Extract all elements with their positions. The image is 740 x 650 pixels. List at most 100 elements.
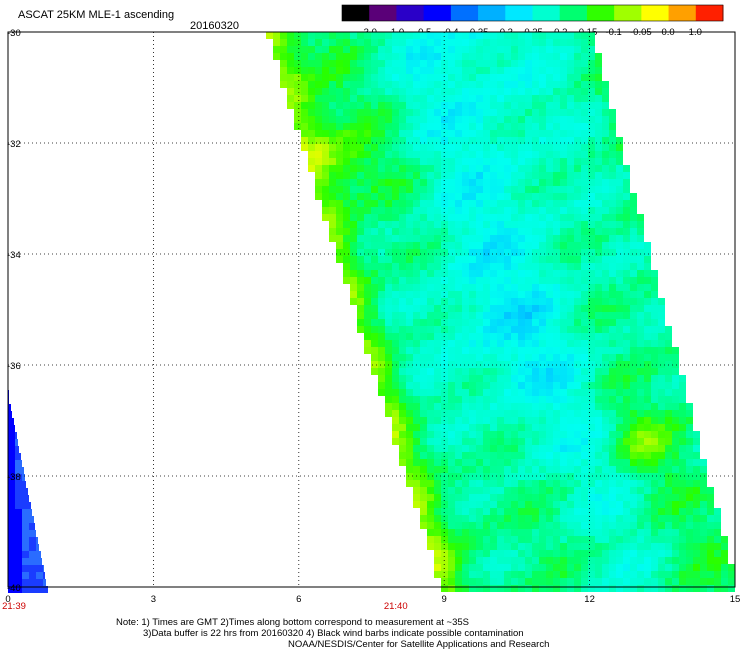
swath-pixel bbox=[553, 137, 560, 144]
swath-pixel bbox=[406, 305, 413, 312]
swath-pixel bbox=[651, 319, 658, 326]
swath-pixel bbox=[406, 67, 413, 74]
swath-pixel bbox=[434, 102, 441, 109]
swath-pixel bbox=[532, 186, 539, 193]
swath-pixel bbox=[602, 347, 609, 354]
swath-pixel bbox=[469, 207, 476, 214]
swath-pixel bbox=[560, 88, 567, 95]
swath-pixel bbox=[357, 60, 364, 67]
swath-pixel bbox=[511, 151, 518, 158]
swath-pixel bbox=[483, 452, 490, 459]
swath-pixel bbox=[595, 88, 602, 95]
swath-pixel bbox=[532, 39, 539, 46]
swath-pixel bbox=[364, 172, 371, 179]
swath-pixel bbox=[434, 396, 441, 403]
swath-pixel bbox=[336, 60, 343, 67]
swath-pixel bbox=[553, 165, 560, 172]
swath-pixel bbox=[595, 578, 602, 585]
swath-pixel bbox=[455, 578, 462, 585]
swath-pixel bbox=[567, 466, 574, 473]
swath-pixel bbox=[595, 515, 602, 522]
swath-pixel bbox=[378, 361, 385, 368]
swath-pixel bbox=[679, 536, 686, 543]
swath-pixel bbox=[644, 431, 651, 438]
swath-pixel bbox=[623, 487, 630, 494]
swath-pixel bbox=[574, 403, 581, 410]
swath-pixel bbox=[350, 39, 357, 46]
swath-pixel bbox=[476, 158, 483, 165]
swath-pixel bbox=[504, 424, 511, 431]
swath-pixel bbox=[525, 480, 532, 487]
swath-pixel bbox=[406, 333, 413, 340]
swath-pixel bbox=[483, 417, 490, 424]
swath-pixel bbox=[658, 340, 665, 347]
swath-pixel bbox=[567, 333, 574, 340]
swath-pixel bbox=[420, 375, 427, 382]
swath-pixel bbox=[364, 165, 371, 172]
swath-pixel bbox=[665, 522, 672, 529]
swath-pixel bbox=[434, 39, 441, 46]
swath-pixel bbox=[399, 53, 406, 60]
swath-pixel bbox=[441, 74, 448, 81]
swath-pixel bbox=[448, 165, 455, 172]
swath-pixel bbox=[644, 466, 651, 473]
swath-pixel bbox=[679, 480, 686, 487]
swath-pixel bbox=[553, 326, 560, 333]
swath-pixel bbox=[336, 81, 343, 88]
swath-pixel bbox=[539, 123, 546, 130]
swath-pixel bbox=[595, 494, 602, 501]
swath-pixel bbox=[616, 298, 623, 305]
swath-pixel bbox=[595, 522, 602, 529]
swath-pixel bbox=[420, 88, 427, 95]
swath-pixel bbox=[581, 501, 588, 508]
swath-pixel bbox=[567, 522, 574, 529]
swath-pixel bbox=[497, 564, 504, 571]
swath-pixel bbox=[560, 347, 567, 354]
swath-pixel bbox=[602, 522, 609, 529]
swath-pixel bbox=[525, 165, 532, 172]
swath-pixel bbox=[539, 459, 546, 466]
swath-pixel bbox=[511, 88, 518, 95]
swath-pixel bbox=[679, 410, 686, 417]
swath-pixel bbox=[588, 284, 595, 291]
swath-pixel bbox=[455, 179, 462, 186]
swath-pixel bbox=[539, 116, 546, 123]
swath-pixel bbox=[497, 459, 504, 466]
swath-pixel bbox=[651, 543, 658, 550]
swath-pixel bbox=[462, 284, 469, 291]
swath-pixel bbox=[539, 221, 546, 228]
swath-pixel bbox=[672, 368, 679, 375]
swath-pixel bbox=[672, 375, 679, 382]
swath-pixel bbox=[399, 60, 406, 67]
swath-pixel bbox=[504, 354, 511, 361]
west-swath-pixel bbox=[22, 530, 29, 537]
swath-pixel bbox=[441, 102, 448, 109]
swath-pixel bbox=[567, 326, 574, 333]
swath-pixel bbox=[385, 305, 392, 312]
swath-pixel bbox=[560, 291, 567, 298]
swath-pixel bbox=[581, 452, 588, 459]
swath-pixel bbox=[630, 501, 637, 508]
swath-pixel bbox=[532, 466, 539, 473]
swath-pixel bbox=[441, 298, 448, 305]
swath-pixel bbox=[581, 473, 588, 480]
swath-pixel bbox=[315, 74, 322, 81]
swath-pixel bbox=[504, 578, 511, 585]
swath-pixel bbox=[476, 235, 483, 242]
swath-pixel bbox=[616, 193, 623, 200]
west-swath-pixel bbox=[8, 558, 15, 565]
swath-pixel bbox=[448, 438, 455, 445]
swath-pixel bbox=[399, 172, 406, 179]
swath-pixel bbox=[490, 361, 497, 368]
swath-pixel bbox=[581, 235, 588, 242]
swath-pixel bbox=[567, 123, 574, 130]
west-swath-pixel bbox=[29, 537, 36, 544]
swath-pixel bbox=[672, 480, 679, 487]
swath-pixel bbox=[336, 144, 343, 151]
swath-pixel bbox=[525, 508, 532, 515]
swath-pixel bbox=[371, 340, 378, 347]
swath-pixel bbox=[385, 158, 392, 165]
swath-pixel bbox=[434, 333, 441, 340]
swath-pixel bbox=[476, 312, 483, 319]
swath-pixel bbox=[364, 116, 371, 123]
